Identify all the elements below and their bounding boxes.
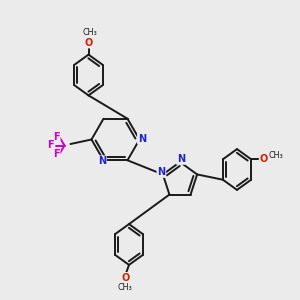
Text: F: F <box>53 148 60 159</box>
Text: CH₃: CH₃ <box>117 283 132 292</box>
Text: N: N <box>138 134 146 144</box>
Text: N: N <box>177 154 185 164</box>
Text: N: N <box>98 156 106 166</box>
Text: F: F <box>53 132 60 142</box>
Text: CH₃: CH₃ <box>268 151 283 160</box>
Text: O: O <box>260 154 268 164</box>
Text: O: O <box>122 273 130 283</box>
Text: N: N <box>157 167 165 177</box>
Text: O: O <box>84 38 93 48</box>
Text: CH₃: CH₃ <box>82 28 97 37</box>
Text: F: F <box>47 140 53 151</box>
